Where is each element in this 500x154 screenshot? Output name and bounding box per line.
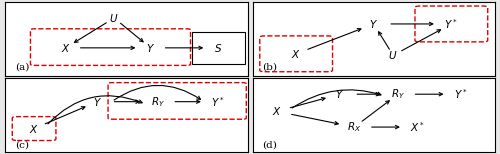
Text: $Y$: $Y$	[369, 18, 378, 30]
Text: $R_Y$: $R_Y$	[150, 95, 165, 109]
Text: $R_X$: $R_X$	[347, 120, 362, 134]
Text: $U$: $U$	[110, 12, 119, 24]
Text: $R_Y$: $R_Y$	[391, 87, 405, 101]
Text: $Y^*$: $Y^*$	[454, 87, 468, 101]
Text: $X$: $X$	[272, 105, 281, 117]
Text: (c): (c)	[14, 140, 28, 150]
FancyBboxPatch shape	[192, 32, 245, 64]
Text: $Y$: $Y$	[336, 88, 344, 100]
Text: $U$: $U$	[388, 49, 398, 61]
Text: (d): (d)	[262, 140, 277, 150]
Text: $X^*$: $X^*$	[410, 120, 425, 134]
Text: $X$: $X$	[29, 123, 39, 135]
Text: $Y^*$: $Y^*$	[212, 95, 226, 109]
Text: (a): (a)	[14, 63, 29, 72]
Text: $Y$: $Y$	[146, 42, 155, 54]
Text: $S$: $S$	[214, 42, 222, 54]
Text: (b): (b)	[262, 63, 277, 72]
Text: $Y^*$: $Y^*$	[444, 17, 458, 31]
Text: $X$: $X$	[292, 48, 301, 60]
Text: $X$: $X$	[61, 42, 70, 54]
Text: $Y$: $Y$	[92, 96, 102, 108]
